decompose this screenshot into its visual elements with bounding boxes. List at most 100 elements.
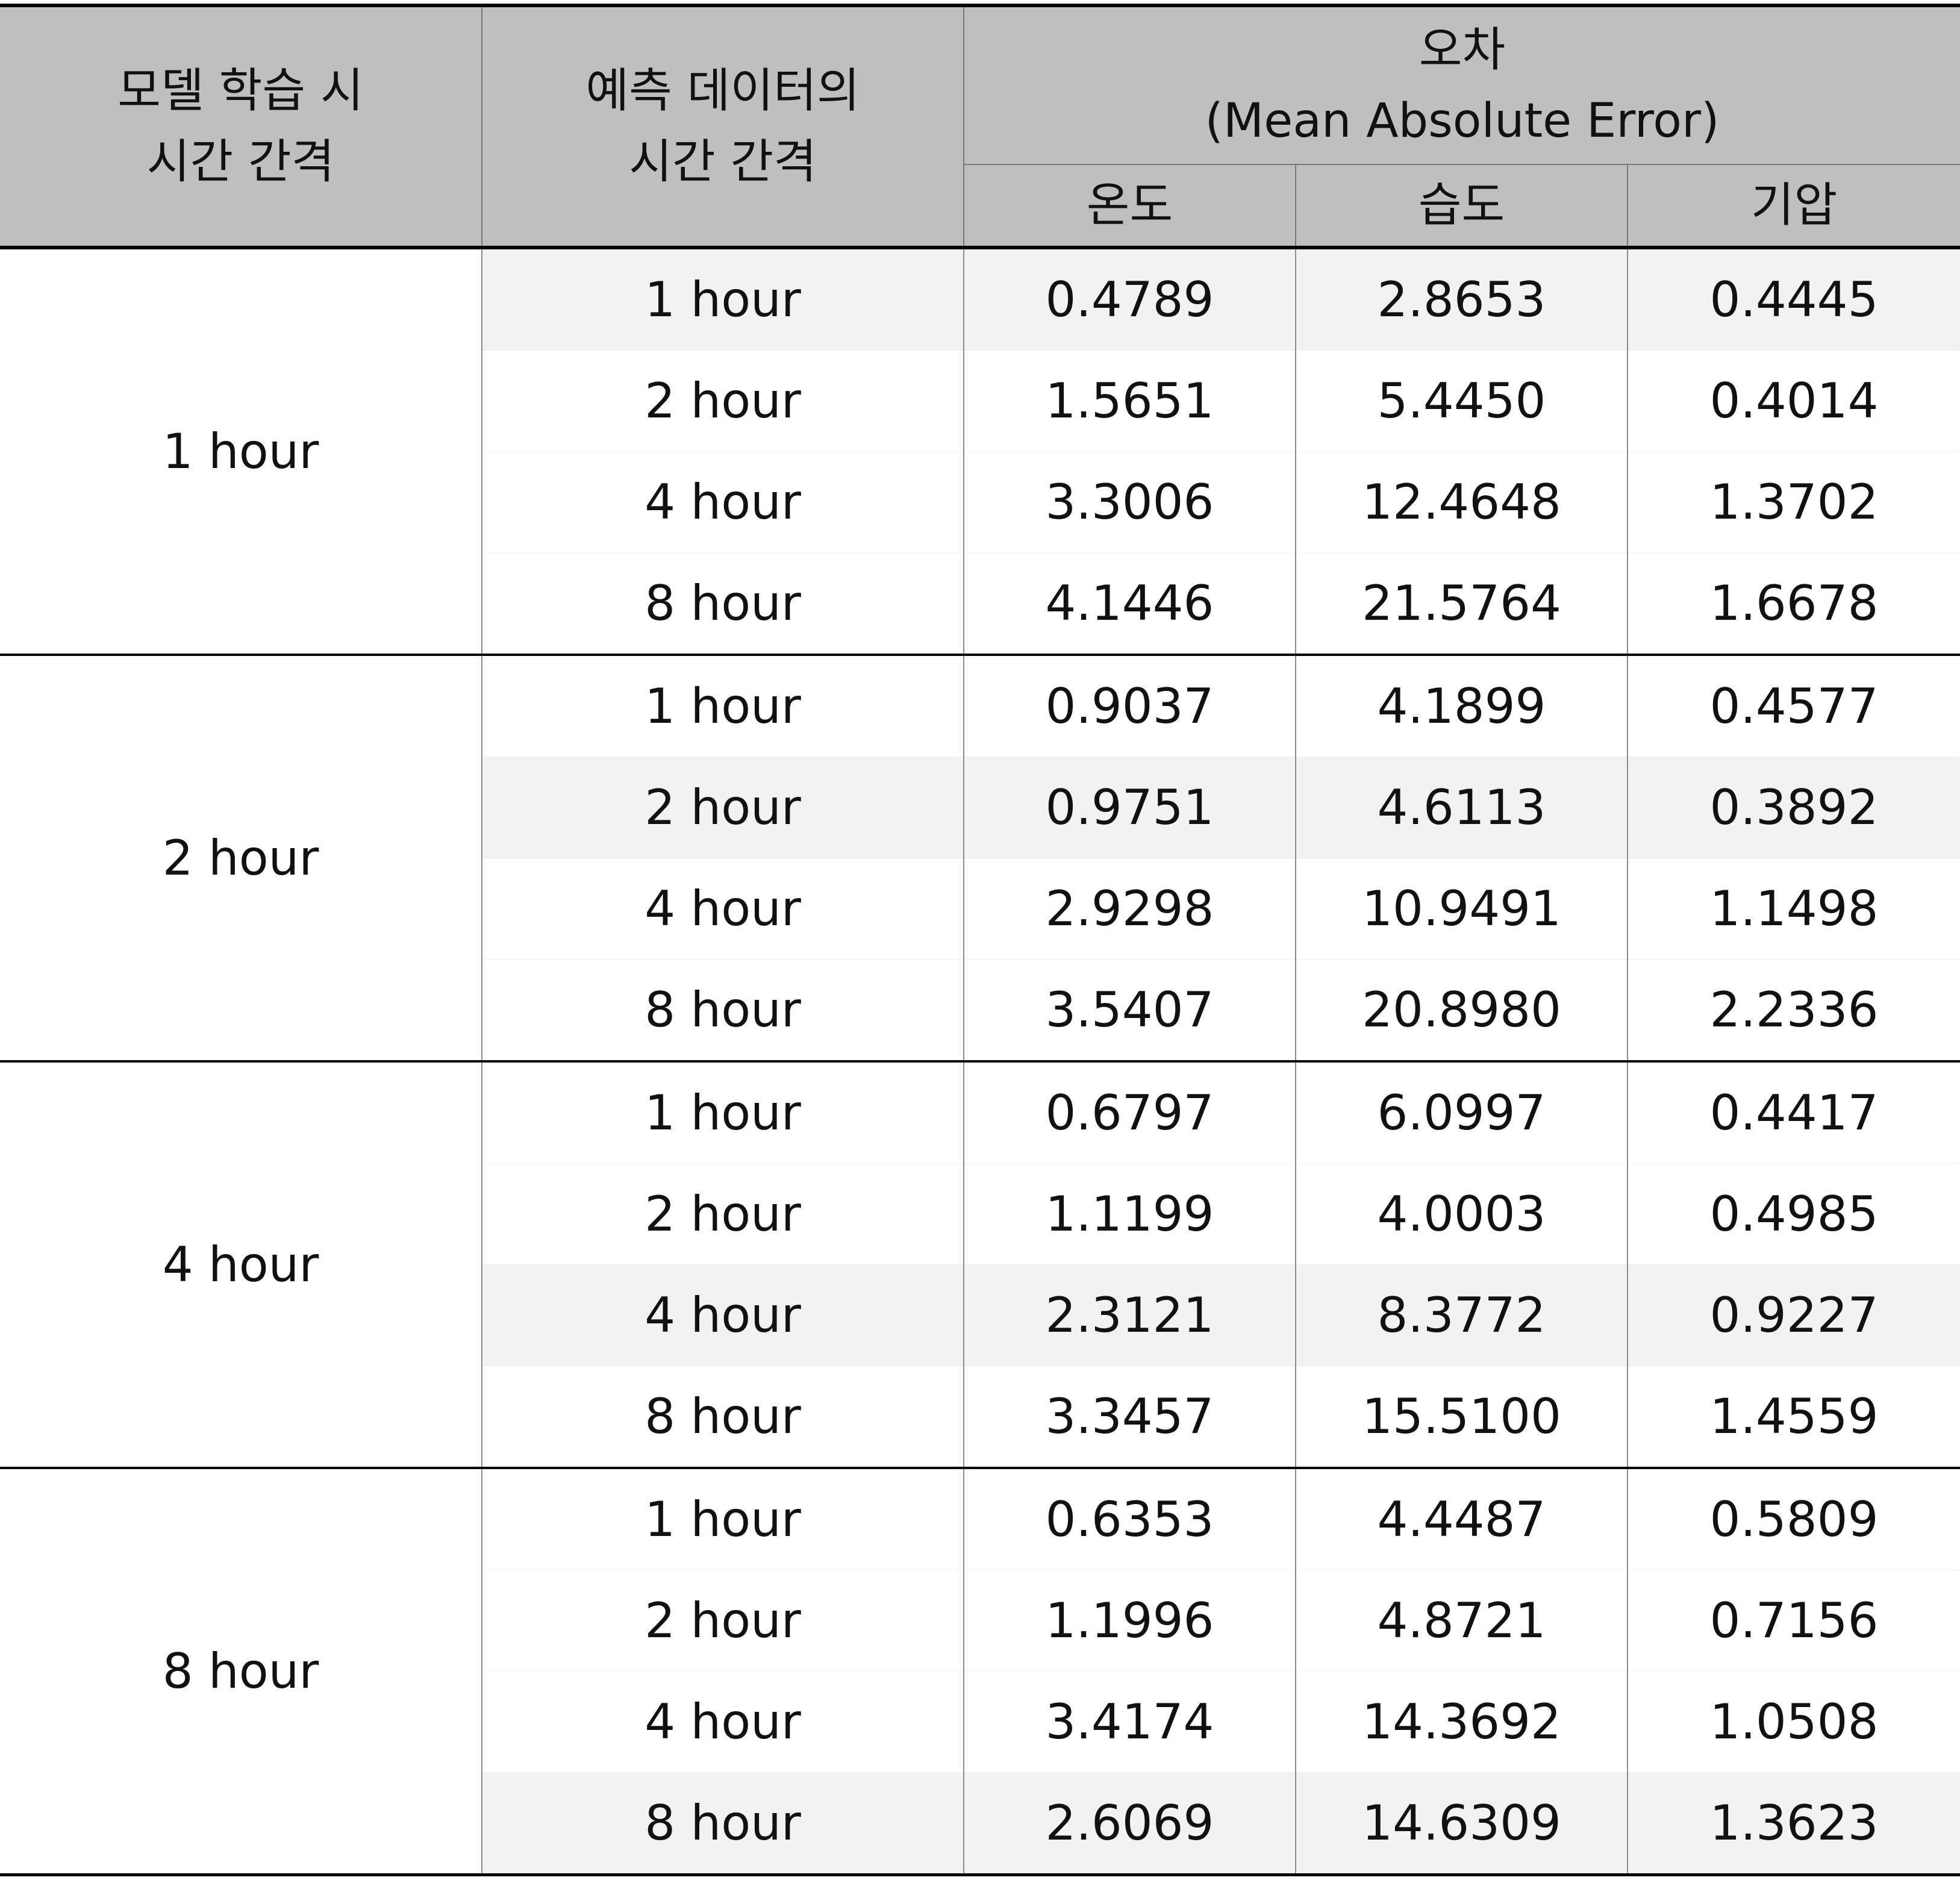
humidity-cell: 2.8653 — [1295, 248, 1628, 351]
pressure-cell: 0.7156 — [1626, 1570, 1960, 1672]
header-prediction-interval: 예측 데이터의 시간 간격 — [481, 5, 964, 248]
prediction-interval-cell: 8 hour — [481, 959, 964, 1061]
prediction-interval-cell: 1 hour — [481, 1467, 964, 1570]
header-temperature: 온도 — [963, 164, 1296, 248]
humidity-cell: 21.5764 — [1295, 552, 1628, 655]
header-prediction-interval-line2: 시간 간격 — [629, 135, 817, 189]
table-row: 4 hour 3.3006 12.4648 1.3702 — [0, 451, 1960, 553]
header-error-title: 오차 — [1419, 23, 1506, 77]
prediction-interval-cell: 1 hour — [481, 1060, 964, 1164]
humidity-cell: 5.4450 — [1295, 350, 1628, 452]
pressure-cell: 0.3892 — [1626, 757, 1960, 858]
temperature-cell: 2.3121 — [963, 1264, 1296, 1366]
temperature-cell: 1.5651 — [963, 350, 1296, 452]
table-row: 8 hour 4.1446 21.5764 1.6678 — [0, 552, 1960, 655]
temperature-cell: 1.1996 — [963, 1570, 1296, 1672]
humidity-cell: 12.4648 — [1295, 451, 1628, 553]
humidity-cell: 8.3772 — [1295, 1264, 1628, 1366]
prediction-interval-cell: 2 hour — [481, 350, 964, 452]
temperature-cell: 0.6797 — [963, 1060, 1296, 1164]
temperature-cell: 0.9751 — [963, 757, 1296, 858]
header-prediction-interval-line1: 예측 데이터의 — [585, 64, 860, 118]
pressure-cell: 0.4445 — [1626, 248, 1960, 351]
pressure-cell: 1.4559 — [1626, 1366, 1960, 1468]
pressure-cell: 0.4014 — [1626, 350, 1960, 452]
prediction-interval-cell: 4 hour — [481, 1671, 964, 1773]
temperature-cell: 3.3006 — [963, 451, 1296, 553]
prediction-interval-cell: 4 hour — [481, 858, 964, 960]
prediction-interval-cell: 8 hour — [481, 552, 964, 655]
header-humidity: 습도 — [1295, 164, 1628, 248]
pressure-cell: 1.3702 — [1626, 451, 1960, 553]
pressure-cell: 2.2336 — [1626, 959, 1960, 1061]
temperature-cell: 3.5407 — [963, 959, 1296, 1061]
header-row-1: 모델 학습 시 시간 간격 예측 데이터의 시간 간격 오차 (Mean Abs… — [0, 5, 1960, 248]
table-row: 4 hour 2.3121 8.3772 0.9227 — [0, 1264, 1960, 1366]
prediction-interval-cell: 4 hour — [481, 1264, 964, 1366]
prediction-interval-cell: 2 hour — [481, 1570, 964, 1672]
temperature-cell: 0.4789 — [963, 248, 1296, 351]
header-pressure: 기압 — [1626, 164, 1960, 248]
pressure-cell: 1.1498 — [1626, 858, 1960, 960]
header-error-group: 오차 (Mean Absolute Error) — [963, 5, 1960, 164]
humidity-cell: 10.9491 — [1295, 858, 1628, 960]
pressure-cell: 0.4577 — [1626, 654, 1960, 757]
prediction-interval-cell: 8 hour — [481, 1366, 964, 1468]
table-row: 1 hour 1 hour 0.4789 2.8653 0.4445 — [0, 248, 1960, 655]
header-training-interval-line2: 시간 간격 — [146, 135, 335, 189]
table-row: 8 hour 1 hour 0.6353 4.4487 0.5809 — [0, 1467, 1960, 1876]
humidity-cell: 20.8980 — [1295, 959, 1628, 1061]
prediction-interval-cell: 2 hour — [481, 1163, 964, 1265]
table-row: 8 hour 3.5407 20.8980 2.2336 — [0, 959, 1960, 1061]
pressure-cell: 0.4985 — [1626, 1163, 1960, 1265]
training-interval-cell: 4 hour — [0, 1060, 482, 1468]
humidity-cell: 4.8721 — [1295, 1570, 1628, 1672]
header-error-subtitle: (Mean Absolute Error) — [1205, 94, 1720, 148]
table-row: 8 hour 2.6069 14.6309 1.3623 — [0, 1772, 1960, 1876]
training-interval-cell: 2 hour — [0, 654, 482, 1061]
prediction-interval-cell: 2 hour — [481, 757, 964, 858]
temperature-cell: 4.1446 — [963, 552, 1296, 655]
training-interval-cell: 1 hour — [0, 248, 482, 655]
mae-results-table: 모델 학습 시 시간 간격 예측 데이터의 시간 간격 오차 (Mean Abs… — [0, 4, 1960, 1876]
pressure-cell: 1.0508 — [1626, 1671, 1960, 1773]
table-row: 2 hour 0.9751 4.6113 0.3892 — [0, 757, 1960, 858]
header-training-interval-line1: 모델 학습 시 — [117, 64, 364, 118]
table-row: 4 hour 2.9298 10.9491 1.1498 — [0, 858, 1960, 960]
table-row: 2 hour 1 hour 0.9037 4.1899 0.4577 — [0, 654, 1960, 1061]
humidity-cell: 15.5100 — [1295, 1366, 1628, 1468]
temperature-cell: 0.9037 — [963, 654, 1296, 757]
humidity-cell: 4.6113 — [1295, 757, 1628, 858]
pressure-cell: 1.3623 — [1626, 1772, 1960, 1876]
temperature-cell: 1.1199 — [963, 1163, 1296, 1265]
temperature-cell: 2.6069 — [963, 1772, 1296, 1876]
humidity-cell: 4.0003 — [1295, 1163, 1628, 1265]
pressure-cell: 0.4417 — [1626, 1060, 1960, 1164]
table-row: 4 hour 3.4174 14.3692 1.0508 — [0, 1671, 1960, 1773]
table-row: 2 hour 1.5651 5.4450 0.4014 — [0, 350, 1960, 452]
table-row: 8 hour 3.3457 15.5100 1.4559 — [0, 1366, 1960, 1468]
header-training-interval: 모델 학습 시 시간 간격 — [0, 5, 482, 248]
table-row: 2 hour 1.1996 4.8721 0.7156 — [0, 1570, 1960, 1672]
pressure-cell: 0.9227 — [1626, 1264, 1960, 1366]
training-interval-cell: 8 hour — [0, 1467, 482, 1876]
humidity-cell: 4.1899 — [1295, 654, 1628, 757]
prediction-interval-cell: 1 hour — [481, 654, 964, 757]
humidity-cell: 14.3692 — [1295, 1671, 1628, 1773]
humidity-cell: 14.6309 — [1295, 1772, 1628, 1876]
prediction-interval-cell: 4 hour — [481, 451, 964, 553]
table-row: 4 hour 1 hour 0.6797 6.0997 0.4417 — [0, 1060, 1960, 1468]
table-header: 모델 학습 시 시간 간격 예측 데이터의 시간 간격 오차 (Mean Abs… — [0, 5, 1960, 248]
header-row-2: 온도 습도 기압 — [0, 164, 1960, 248]
prediction-interval-cell: 8 hour — [481, 1772, 964, 1876]
pressure-cell: 0.5809 — [1626, 1467, 1960, 1570]
temperature-cell: 2.9298 — [963, 858, 1296, 960]
prediction-interval-cell: 1 hour — [481, 248, 964, 351]
humidity-cell: 4.4487 — [1295, 1467, 1628, 1570]
pressure-cell: 1.6678 — [1626, 552, 1960, 655]
temperature-cell: 3.3457 — [963, 1366, 1296, 1468]
temperature-cell: 3.4174 — [963, 1671, 1296, 1773]
table-row: 2 hour 1.1199 4.0003 0.4985 — [0, 1163, 1960, 1265]
humidity-cell: 6.0997 — [1295, 1060, 1628, 1164]
